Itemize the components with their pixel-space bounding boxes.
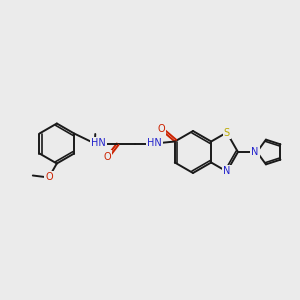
Text: O: O bbox=[103, 152, 111, 161]
Text: O: O bbox=[157, 124, 165, 134]
Text: O: O bbox=[45, 172, 52, 182]
Text: N: N bbox=[223, 167, 230, 176]
Text: N: N bbox=[251, 147, 259, 157]
Text: HN: HN bbox=[92, 139, 106, 148]
Text: HN: HN bbox=[147, 139, 162, 148]
Text: S: S bbox=[224, 128, 230, 137]
